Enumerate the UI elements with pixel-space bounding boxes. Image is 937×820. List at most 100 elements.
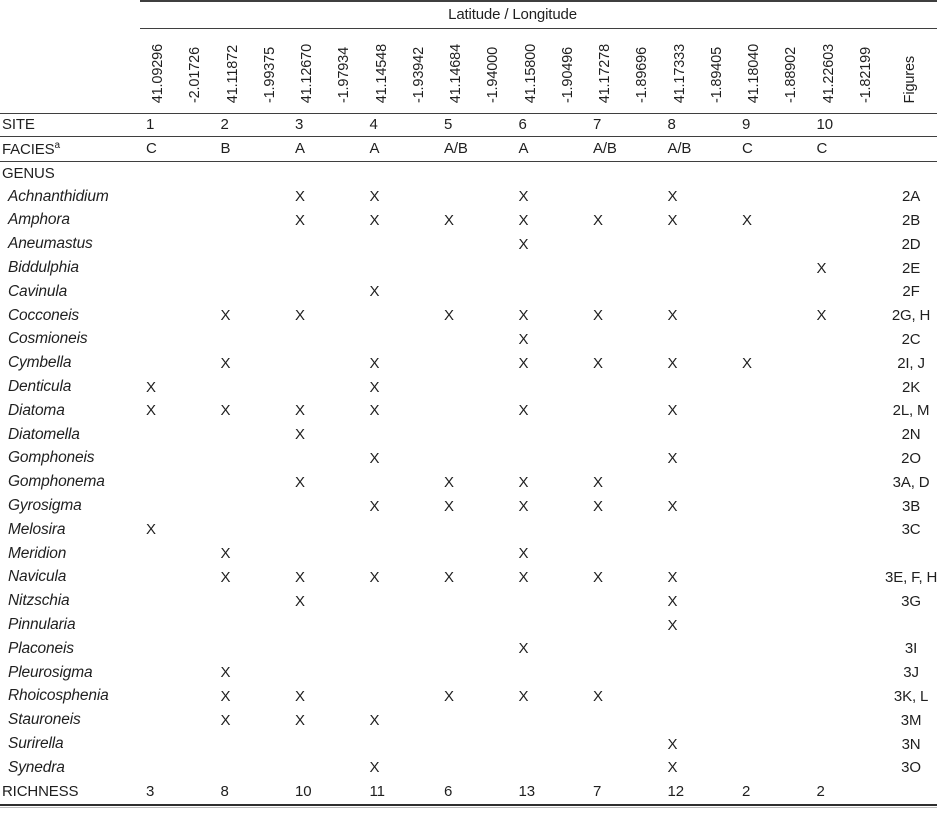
presence-mark-cell bbox=[587, 661, 662, 685]
presence-mark-cell bbox=[587, 423, 662, 447]
presence-mark-cell: X bbox=[742, 211, 752, 229]
longitude-label: -1.99375 bbox=[261, 47, 278, 104]
presence-mark-cell bbox=[438, 756, 513, 780]
presence-mark-cell bbox=[811, 589, 886, 613]
figures-cell: 2D bbox=[901, 235, 921, 253]
presence-mark-cell bbox=[662, 280, 737, 304]
genus-name: Diatoma bbox=[8, 401, 65, 419]
presence-mark-cell bbox=[513, 280, 588, 304]
site-row-label: SITE bbox=[0, 113, 140, 137]
presence-mark-cell bbox=[438, 542, 513, 566]
genus-row: Gomphonema X X X X 3A, D bbox=[0, 470, 937, 494]
table-bottom-rule bbox=[0, 803, 937, 807]
genus-name: Melosira bbox=[8, 520, 66, 538]
genus-row: Navicula X X X X X X X 3E, F, H bbox=[0, 566, 937, 590]
presence-mark-cell bbox=[736, 756, 811, 780]
presence-mark-cell: X bbox=[593, 687, 603, 705]
presence-mark-cell bbox=[662, 256, 737, 280]
presence-mark-cell bbox=[364, 613, 439, 637]
presence-mark-cell: X bbox=[518, 354, 529, 372]
presence-mark-cell bbox=[438, 732, 513, 756]
genus-row: Melosira X 3C bbox=[0, 518, 937, 542]
genus-name: Cosmioneis bbox=[8, 330, 88, 348]
presence-mark-cell: X bbox=[593, 497, 603, 515]
facies-value-cell: B bbox=[214, 136, 289, 162]
presence-mark-cell bbox=[736, 589, 811, 613]
presence-mark-cell bbox=[811, 685, 886, 709]
genus-name: Synedra bbox=[8, 758, 65, 776]
latitude-header-cell: 41.17278 bbox=[587, 28, 625, 114]
presence-mark-cell: X bbox=[220, 711, 231, 729]
presence-mark-cell bbox=[364, 732, 439, 756]
site-number-cell: 9 bbox=[736, 113, 811, 137]
presence-mark-cell: X bbox=[295, 426, 305, 444]
latitude-header-cell: 41.22603 bbox=[810, 28, 848, 114]
presence-mark-cell: X bbox=[369, 711, 380, 729]
richness-value-cell: 2 bbox=[816, 783, 825, 801]
presence-mark-cell bbox=[289, 375, 364, 399]
presence-mark-cell bbox=[140, 542, 215, 566]
presence-mark-cell: X bbox=[369, 759, 380, 777]
presence-mark-cell: X bbox=[518, 402, 529, 420]
presence-mark-cell bbox=[140, 589, 215, 613]
presence-mark-cell bbox=[215, 256, 290, 280]
presence-mark-cell: X bbox=[667, 354, 678, 372]
facies-value-cell: A/B bbox=[661, 136, 736, 162]
presence-mark-cell bbox=[662, 518, 737, 542]
latitude-label: 41.17333 bbox=[671, 44, 688, 104]
genus-row: Stauroneis X X X 3M bbox=[0, 708, 937, 732]
presence-mark-cell: X bbox=[444, 307, 454, 325]
richness-value-cell: 7 bbox=[593, 783, 602, 801]
presence-mark-cell bbox=[215, 637, 290, 661]
presence-mark-cell bbox=[811, 732, 886, 756]
figures-cell: 2K bbox=[902, 378, 921, 396]
presence-mark-cell: X bbox=[593, 211, 603, 229]
latitude-label: 41.15800 bbox=[522, 44, 539, 104]
presence-mark-cell bbox=[215, 423, 290, 447]
presence-mark-cell bbox=[587, 542, 662, 566]
presence-mark-cell bbox=[140, 351, 215, 375]
facies-footnote-marker: a bbox=[54, 139, 60, 151]
genus-row: Synedra X X 3O bbox=[0, 756, 937, 780]
presence-mark-cell: X bbox=[295, 687, 305, 705]
presence-mark-cell bbox=[140, 209, 215, 233]
figures-cell: 3N bbox=[901, 735, 921, 753]
longitude-header-cell: -1.88902 bbox=[773, 28, 811, 114]
genus-row: Aneumastus X 2D bbox=[0, 232, 937, 256]
genus-name: Cavinula bbox=[8, 282, 68, 300]
presence-mark-cell bbox=[215, 518, 290, 542]
presence-mark-cell bbox=[140, 732, 215, 756]
presence-mark-cell: X bbox=[667, 497, 678, 515]
presence-mark-cell bbox=[587, 375, 662, 399]
presence-mark-cell bbox=[736, 447, 811, 471]
presence-mark-cell bbox=[736, 423, 811, 447]
latitude-label: 41.09296 bbox=[150, 44, 167, 104]
richness-value-cell: 2 bbox=[742, 783, 751, 801]
presence-mark-cell: X bbox=[295, 307, 305, 325]
presence-mark-cell bbox=[215, 209, 290, 233]
presence-mark-cell: X bbox=[369, 497, 380, 515]
presence-mark-cell: X bbox=[369, 283, 380, 301]
site-number-cell: 5 bbox=[438, 113, 513, 137]
genus-row: Diatomella X 2N bbox=[0, 423, 937, 447]
presence-mark-cell: X bbox=[518, 307, 529, 325]
facies-label-text: FACIES bbox=[2, 140, 55, 158]
presence-mark-cell bbox=[587, 613, 662, 637]
presence-mark-cell bbox=[811, 447, 886, 471]
presence-mark-cell bbox=[215, 613, 290, 637]
presence-mark-cell bbox=[736, 256, 811, 280]
presence-mark-cell bbox=[140, 280, 215, 304]
presence-mark-cell bbox=[438, 613, 513, 637]
site-number-cell: 7 bbox=[587, 113, 662, 137]
figures-cell: 3O bbox=[901, 759, 921, 777]
presence-mark-cell bbox=[140, 685, 215, 709]
presence-mark-cell bbox=[811, 637, 886, 661]
site-figures-blank bbox=[885, 113, 937, 137]
presence-mark-cell bbox=[289, 637, 364, 661]
presence-mark-cell: X bbox=[667, 759, 678, 777]
presence-mark-cell bbox=[140, 708, 215, 732]
presence-mark-cell: X bbox=[444, 211, 454, 229]
presence-mark-cell bbox=[215, 470, 290, 494]
presence-mark-cell bbox=[438, 351, 513, 375]
presence-mark-cell: X bbox=[667, 616, 678, 634]
